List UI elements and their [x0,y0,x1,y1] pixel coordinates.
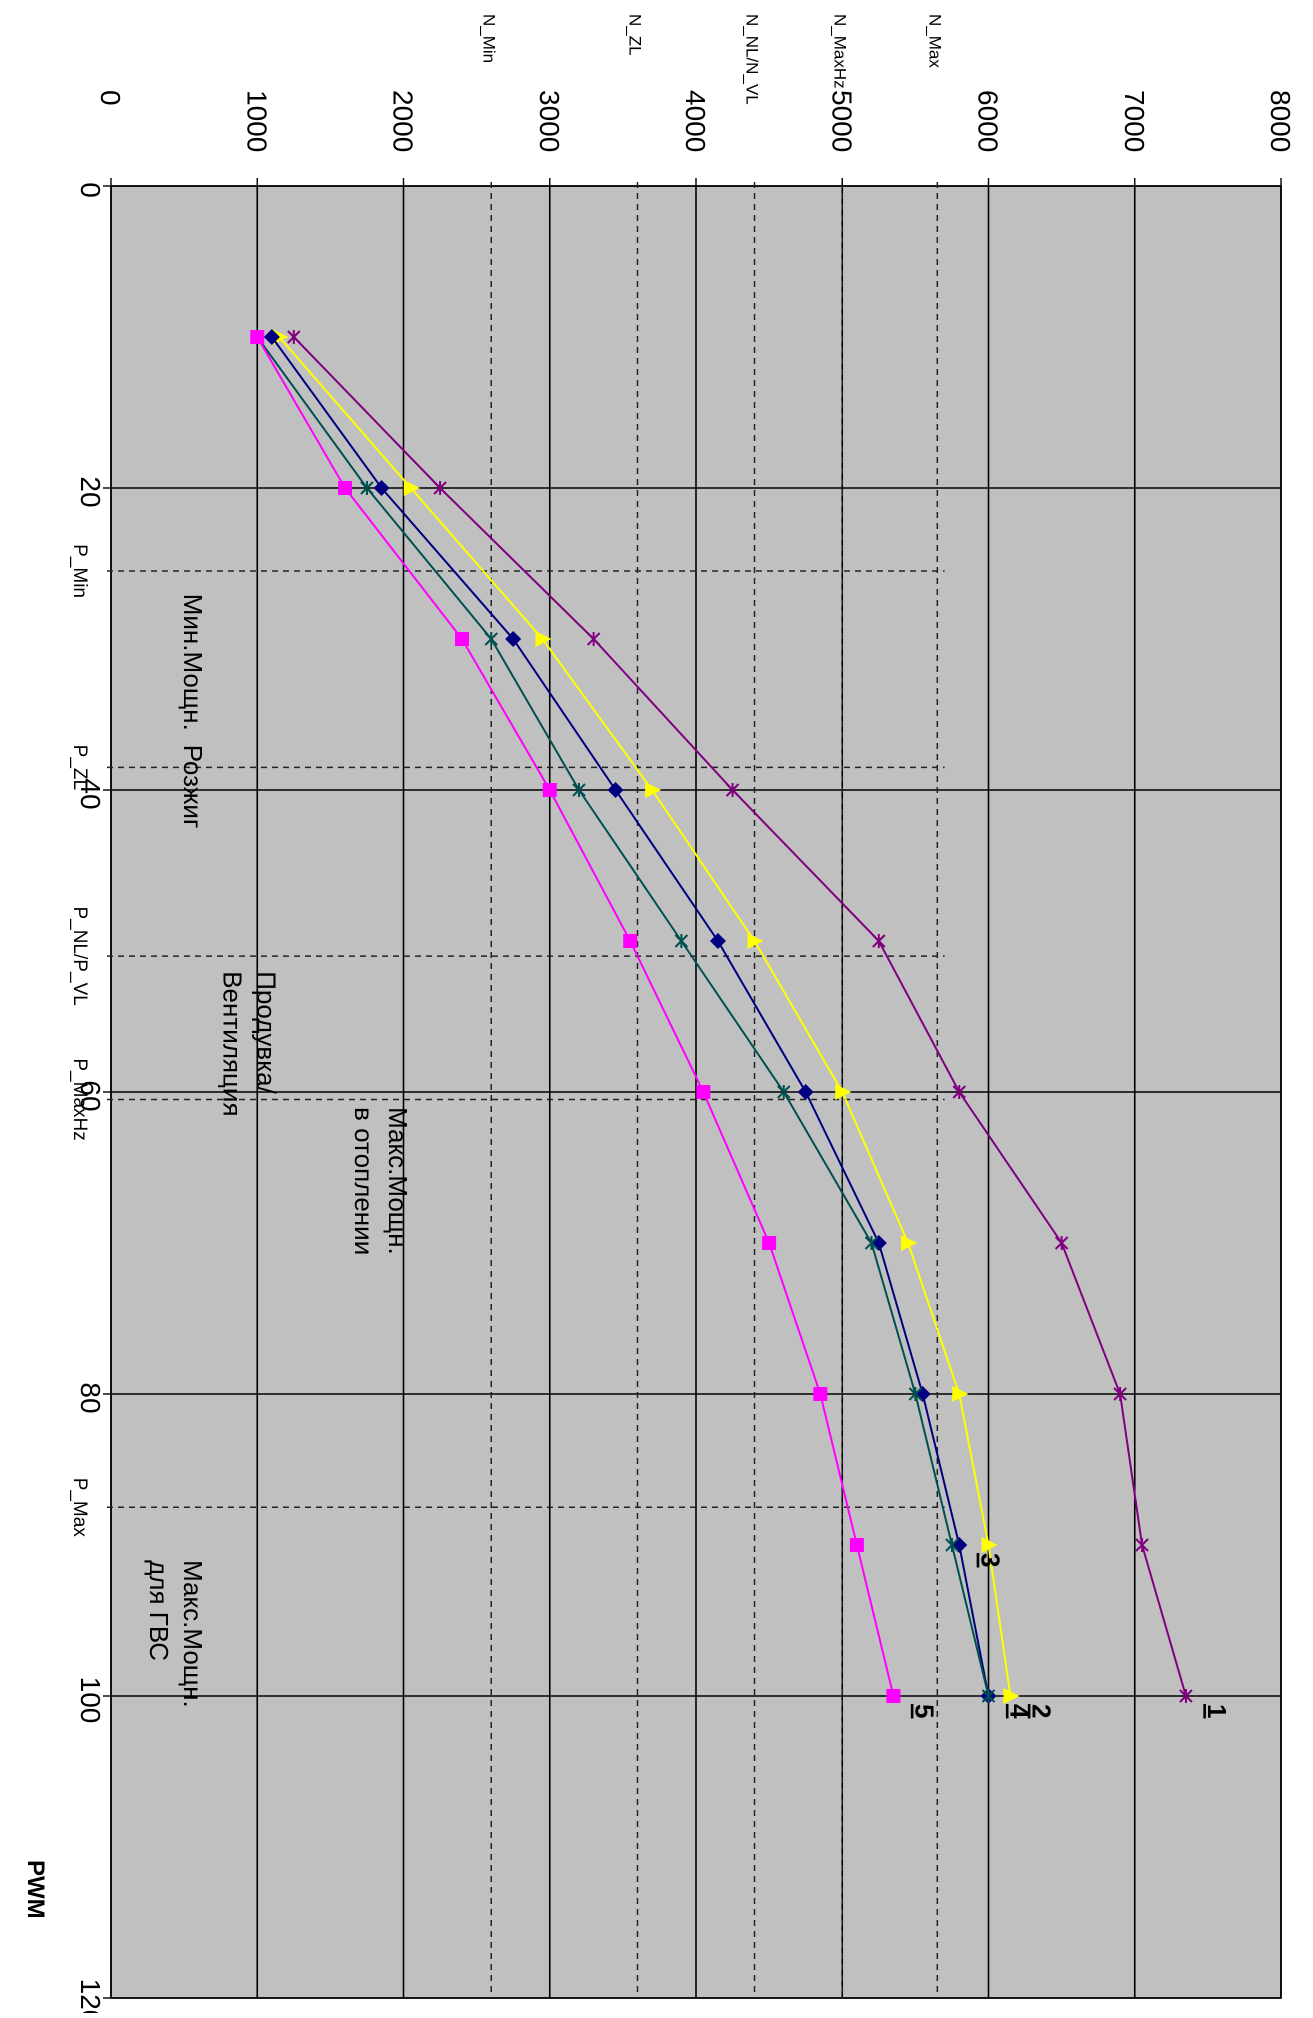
series-line-2 [278,336,1012,1697]
annotation-max-heating-line-2: в отоплении [349,1107,379,1255]
pwm-tick-label: 60 [75,1080,106,1111]
data-point-series-2 [645,782,662,798]
pwm-tick-label: 120 [75,1979,106,2013]
series-line-4 [256,336,990,1697]
reference-label-n-zl: N_ZL [626,14,645,56]
series-line-5 [256,336,895,1697]
value-tick-label: 2000 [388,90,419,152]
series-label-4: 4 [1005,1704,1035,1719]
data-point-series-3 [607,782,624,798]
data-point-series-4 [484,632,498,646]
value-tick-label: 1000 [241,90,272,152]
data-point-series-2 [272,329,289,345]
data-point-series-5 [455,632,469,646]
data-point-series-2 [981,1537,998,1553]
annotation-ignition: Розжиг [178,745,208,829]
x-axis-title: PWM [22,1860,49,1919]
annotation-min-power-line-1: Мин.Мощн. [178,594,208,731]
pwm-tick-label: 80 [75,1382,106,1413]
data-point-series-1 [1113,1387,1127,1401]
reference-label-p-maxhz: P_MaxHz [69,1058,90,1140]
data-point-series-5 [886,1689,901,1703]
data-point-series-1 [952,1085,966,1099]
data-point-series-3 [709,933,726,949]
data-point-series-5 [696,1085,711,1099]
pwm-tick-label: 0 [75,182,106,198]
data-point-series-5 [250,330,265,344]
value-tick-label: 6000 [973,90,1004,152]
annotation-purge: Продувка/Вентиляция [217,971,281,1116]
data-point-series-3 [373,480,390,496]
reference-label-n-maxhz: N_MaxHz [830,14,849,89]
data-point-series-2 [403,480,420,496]
series-line-1 [293,336,1187,1697]
data-point-series-4 [777,1085,791,1099]
annotation-min-power: Мин.Мощн. [178,594,208,731]
data-point-series-5 [813,1387,828,1401]
annotation-max-heating: Макс.Мощн.в отоплении [349,1107,413,1255]
data-point-series-4 [572,783,586,797]
annotation-purge-line-1: Продувка/ [251,971,281,1094]
reference-label-n-nl-n-vl: N_NL/N_VL [743,14,762,105]
data-point-series-2 [835,1084,852,1100]
reference-label-n-min: N_Min [479,14,498,63]
value-tick-label: 7000 [1119,90,1150,152]
data-point-series-4 [908,1387,923,1401]
series-label-2: 2 [1026,1704,1056,1718]
series-label-5: 5 [909,1704,939,1718]
data-point-series-1 [1135,1538,1149,1552]
data-point-series-1 [725,783,740,797]
data-point-series-2 [952,1386,969,1402]
data-point-series-4 [360,481,374,495]
value-tick-label: 0 [95,90,126,106]
data-point-series-4 [981,1689,996,1703]
value-tick-label: 5000 [826,90,857,152]
data-point-series-1 [1054,1236,1069,1250]
data-point-series-5 [849,1538,864,1552]
data-point-series-1 [1179,1689,1193,1703]
data-point-series-2 [901,1235,918,1251]
annotation-ignition-line-1: Розжиг [178,745,208,829]
data-point-series-1 [586,632,601,646]
data-point-series-1 [287,330,301,344]
reference-label-p-nl-p-vl: P_NL/P_VL [69,906,90,1005]
annotation-max-heating-line-1: Макс.Мощн. [383,1107,413,1255]
data-point-series-2 [747,933,764,949]
annotation-max-dhw-line-2: для ГВС [144,1560,174,1661]
annotation-max-dhw-line-1: Макс.Мощн. [178,1560,208,1708]
series-label-1: 1 [1202,1704,1232,1718]
data-point-series-5 [623,934,638,948]
series-line-3 [271,336,990,1697]
data-point-series-4 [864,1236,879,1250]
value-tick-label: 8000 [1265,90,1296,152]
data-point-series-4 [674,934,689,948]
series-label-3: 3 [975,1553,1005,1567]
pwm-tick-label: 40 [75,778,106,809]
data-point-series-3 [263,329,280,345]
data-point-series-2 [1003,1688,1020,1704]
reference-label-p-min: P_Min [69,544,90,598]
reference-label-n-max: N_Max [925,14,944,68]
value-tick-label: 4000 [680,90,711,152]
data-point-series-4 [945,1538,959,1552]
data-point-series-5 [542,783,557,797]
data-point-series-3 [797,1084,814,1100]
data-point-series-1 [872,934,886,948]
pwm-tick-label: 100 [75,1677,106,1724]
annotation-purge-line-2: Вентиляция [217,971,247,1116]
reference-label-p-max: P_Max [69,1478,90,1538]
data-point-series-2 [535,631,552,647]
pwm-tick-label: 20 [75,476,106,507]
value-tick-label: 3000 [534,90,565,152]
annotation-max-dhw: Макс.Мощн.для ГВС [144,1560,208,1708]
reference-label-p-zl: P_ZL [69,745,90,790]
data-point-series-3 [505,631,522,647]
data-point-series-5 [338,481,352,495]
data-point-series-5 [762,1236,777,1250]
data-point-series-1 [433,481,447,495]
